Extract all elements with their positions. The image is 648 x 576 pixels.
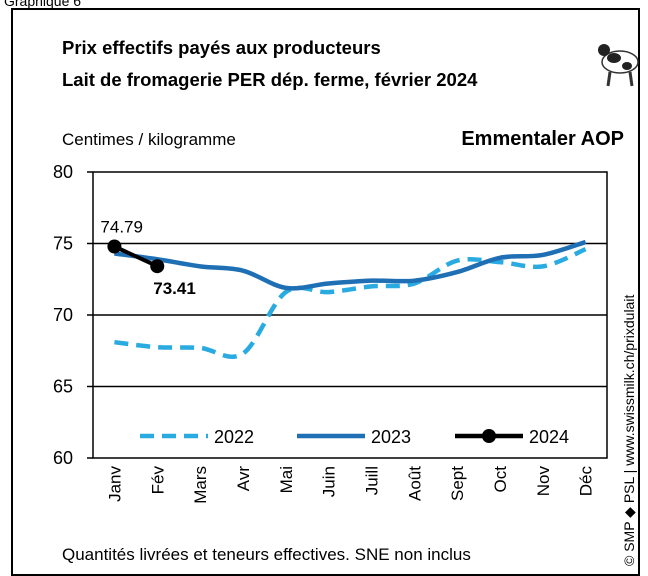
- chart-subtitle: Emmentaler AOP: [461, 128, 624, 150]
- plot-area: 60 65 70 75 80 Janv Fév Mars Avr Mai Juin Juill Août…: [53, 162, 608, 504]
- series-line: [114, 247, 587, 360]
- x-tick-label: Oct: [491, 466, 510, 493]
- y-tick-label: 80: [53, 162, 73, 182]
- data-point: [150, 259, 165, 274]
- chart-title: Prix effectifs payés aux producteurs: [62, 37, 381, 58]
- legend-marker: [482, 429, 496, 443]
- data-point: [107, 239, 122, 254]
- x-tick-label: Mai: [277, 466, 296, 493]
- x-tick-label: Janv: [105, 466, 124, 502]
- x-tick-label: Mars: [191, 466, 210, 504]
- legend-label: 2024: [529, 427, 569, 447]
- y-tick-label: 70: [53, 305, 73, 325]
- x-tick-label: Août: [405, 466, 424, 501]
- footnote: Quantités livrées et teneurs effectives.…: [62, 545, 471, 564]
- y-axis-label: Centimes / kilogramme: [62, 130, 236, 149]
- legend-label: 2022: [214, 427, 254, 447]
- chart-title: Lait de fromagerie PER dép. ferme, févri…: [62, 69, 478, 90]
- figure-label: Graphique 6: [4, 0, 81, 9]
- x-tick-label: Déc: [577, 466, 596, 497]
- legend-label: 2023: [371, 427, 411, 447]
- x-tick-label: Sept: [448, 466, 467, 501]
- x-tick-label: Juin: [320, 466, 339, 497]
- x-tick-label: Fév: [148, 466, 167, 495]
- source: © SMP ◆ PSL | www.swissmilk.ch/prixdulai…: [621, 295, 637, 566]
- y-tick-label: 65: [53, 377, 73, 397]
- data-label: 73.41: [153, 279, 196, 298]
- frame: [11, 8, 640, 576]
- data-label: 74.79: [100, 218, 143, 237]
- x-tick-label: Avr: [234, 466, 253, 492]
- y-tick-label: 60: [53, 448, 73, 468]
- series-line: [114, 239, 587, 291]
- cow-icon: [598, 44, 639, 87]
- x-tick-label: Nov: [534, 466, 553, 497]
- x-tick-label: Juill: [362, 466, 381, 495]
- y-tick-label: 75: [53, 234, 73, 254]
